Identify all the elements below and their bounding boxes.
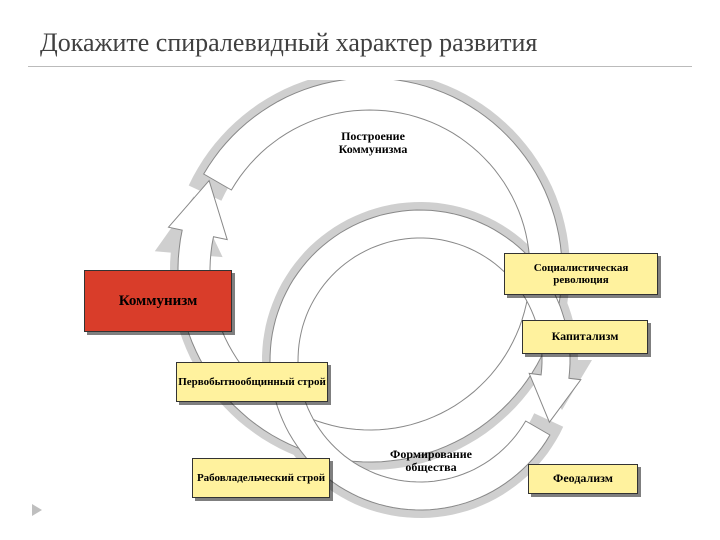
box-soc_rev: Социалистическая революция xyxy=(504,253,658,295)
box-feudalism: Феодализм xyxy=(528,464,638,494)
label-bottom-center: Формирование общества xyxy=(376,448,486,474)
box-slave: Рабовладельческий строй xyxy=(192,458,330,498)
box-primitive: Первобытнообщинный строй xyxy=(176,362,328,402)
box-communism: Коммунизм xyxy=(84,270,232,332)
title-underline xyxy=(28,66,692,67)
label-top-center: Построение Коммунизма xyxy=(318,130,428,156)
box-capitalism: Капитализм xyxy=(522,320,648,354)
page-title: Докажите спиралевидный характер развития xyxy=(40,28,680,58)
spiral-diagram: Коммунизм Социалистическая революция Капит… xyxy=(0,80,720,520)
